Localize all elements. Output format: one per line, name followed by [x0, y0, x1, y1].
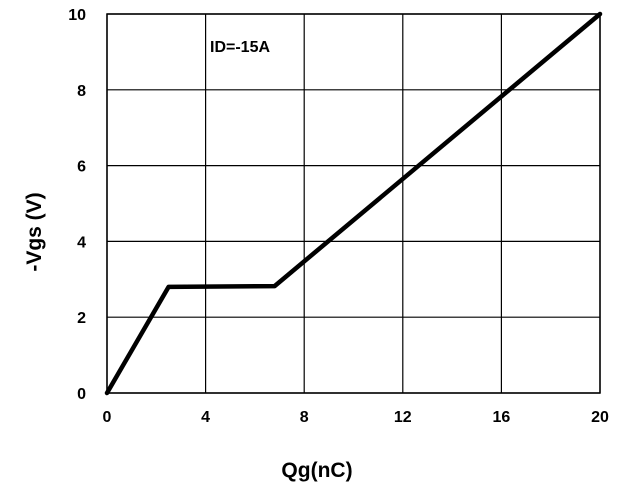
- x-tick-label: 16: [493, 409, 511, 426]
- series-line-0: [104, 11, 603, 396]
- grid-lines: [106, 13, 601, 394]
- x-axis-title: Qg(nC): [281, 459, 352, 482]
- plot-frame: [106, 13, 601, 394]
- y-tick-label: 6: [77, 159, 86, 176]
- series-layer: [104, 11, 603, 396]
- x-tick-label: 8: [300, 409, 309, 426]
- x-tick-label: 0: [103, 409, 112, 426]
- y-tick-label: 0: [77, 386, 86, 403]
- x-tick-label: 20: [591, 409, 609, 426]
- y-tick-label: 2: [77, 310, 86, 327]
- current-annotation: ID=-15A: [210, 39, 270, 56]
- y-tick-label: 10: [68, 7, 86, 24]
- y-tick-label: 4: [77, 234, 86, 251]
- x-tick-labels: 0 4 8 12 16 20: [103, 409, 609, 426]
- y-tick-labels: 0 2 4 6 8 10: [68, 7, 86, 403]
- y-tick-label: 8: [77, 83, 86, 100]
- x-tick-label: 4: [201, 409, 210, 426]
- x-tick-label: 12: [394, 409, 412, 426]
- y-axis-title: -Vgs (V): [23, 192, 46, 271]
